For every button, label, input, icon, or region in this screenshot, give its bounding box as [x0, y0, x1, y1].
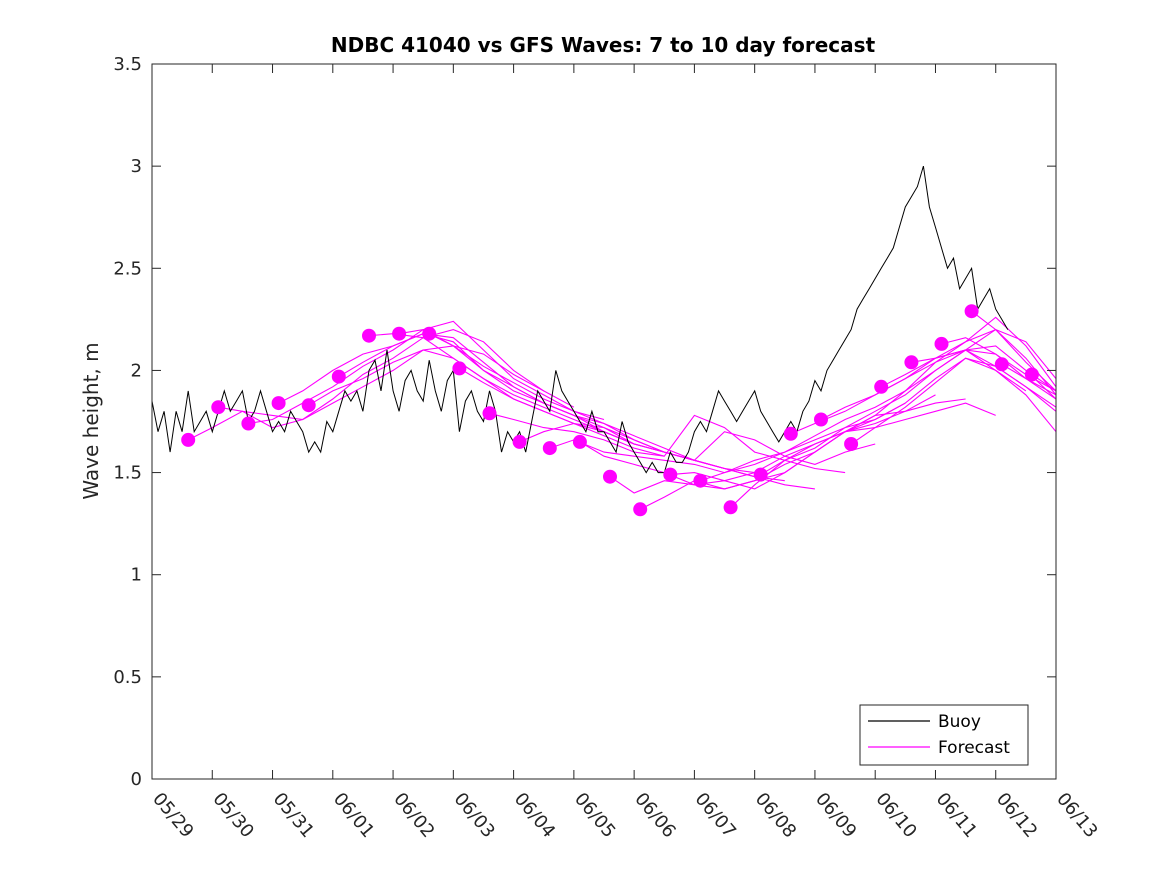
y-tick-label-3: 1.5 — [113, 463, 142, 484]
forecast-line-24 — [911, 349, 1056, 408]
forecast-marker-9 — [452, 361, 467, 376]
forecast-marker-2 — [241, 416, 256, 431]
y-axis-label: Wave height, m — [79, 342, 103, 499]
forecast-marker-25 — [934, 336, 949, 351]
forecast-marker-4 — [301, 398, 316, 413]
forecast-marker-3 — [271, 396, 286, 411]
x-tick-label-5: 06/03 — [450, 789, 499, 842]
forecast-line-20 — [790, 316, 1056, 435]
forecast-line-1 — [218, 329, 575, 429]
x-tick-label-9: 06/07 — [691, 789, 740, 842]
forecast-marker-0 — [181, 432, 196, 447]
x-tick-label-15: 06/13 — [1052, 789, 1101, 842]
x-tick-label-14: 06/12 — [992, 789, 1041, 842]
y-ticks: 0 0.5 1 1.5 2 2.5 3 3.5 — [113, 54, 1056, 790]
forecast-marker-17 — [693, 473, 708, 488]
forecast-marker-22 — [844, 437, 859, 451]
x-tick-label-10: 06/08 — [751, 789, 800, 842]
forecast-marker-5 — [331, 369, 346, 384]
forecast-marker-1 — [211, 400, 226, 415]
x-tick-label-11: 06/09 — [811, 789, 860, 842]
x-tick-label-3: 06/01 — [329, 789, 378, 842]
y-tick-label-7: 3.5 — [113, 54, 142, 75]
buoy-line — [152, 165, 1009, 474]
forecast-marker-20 — [783, 426, 798, 441]
y-tick-label-2: 1 — [131, 565, 142, 586]
forecast-marker-12 — [542, 441, 557, 456]
forecast-marker-14 — [603, 469, 617, 484]
legend-label-1: Forecast — [938, 738, 1010, 758]
forecast-marker-24 — [904, 355, 919, 370]
forecast-marker-23 — [874, 379, 889, 394]
forecast-marker-6 — [362, 328, 376, 343]
forecast-marker-10 — [482, 406, 497, 421]
forecast-marker-7 — [392, 326, 407, 341]
legend-label-0: Buoy — [938, 712, 981, 732]
x-tick-label-1: 05/30 — [208, 789, 257, 842]
forecast-line-11 — [519, 422, 876, 465]
x-tick-label-8: 06/06 — [630, 789, 679, 842]
forecast-marker-13 — [572, 434, 587, 449]
forecast-line-27 — [1001, 363, 1056, 396]
forecast-marker-19 — [753, 467, 768, 482]
forecast-marker-21 — [814, 412, 828, 427]
chart-title: NDBC 41040 vs GFS Waves: 7 to 10 day for… — [331, 33, 876, 57]
plot-area — [151, 63, 1057, 780]
y-tick-label-1: 0.5 — [113, 667, 142, 688]
plot-frame — [151, 63, 1057, 780]
forecast-line-19 — [760, 328, 1056, 476]
forecast-marker-11 — [512, 434, 527, 449]
forecast-marker-15 — [633, 502, 648, 517]
y-tick-label-0: 0 — [131, 769, 142, 790]
legend-box — [859, 704, 1029, 766]
x-tick-label-0: 05/29 — [148, 789, 197, 842]
forecast-marker-18 — [723, 500, 738, 515]
x-tick-label-6: 06/04 — [510, 789, 559, 842]
y-tick-label-5: 2.5 — [113, 258, 142, 279]
y-tick-label-4: 2 — [131, 360, 142, 381]
forecast-line-25 — [941, 337, 1056, 400]
series-group — [152, 165, 1056, 517]
x-tick-label-7: 06/05 — [570, 789, 619, 842]
x-tick-label-12: 06/10 — [871, 789, 920, 842]
forecast-marker-28 — [1024, 367, 1039, 382]
y-tick-label-6: 3 — [131, 156, 142, 177]
forecast-marker-16 — [663, 467, 678, 482]
forecast-marker-27 — [994, 357, 1009, 372]
legend: Buoy Forecast — [859, 704, 1029, 766]
forecast-line-26 — [971, 310, 1056, 392]
forecast-marker-26 — [964, 304, 979, 319]
plot-background — [152, 64, 1056, 779]
forecast-line-14 — [609, 398, 966, 494]
x-tick-label-2: 05/31 — [269, 789, 318, 842]
forecast-marker-8 — [422, 326, 437, 341]
x-tick-label-4: 06/02 — [389, 789, 438, 842]
x-tick-label-13: 06/11 — [932, 789, 981, 842]
